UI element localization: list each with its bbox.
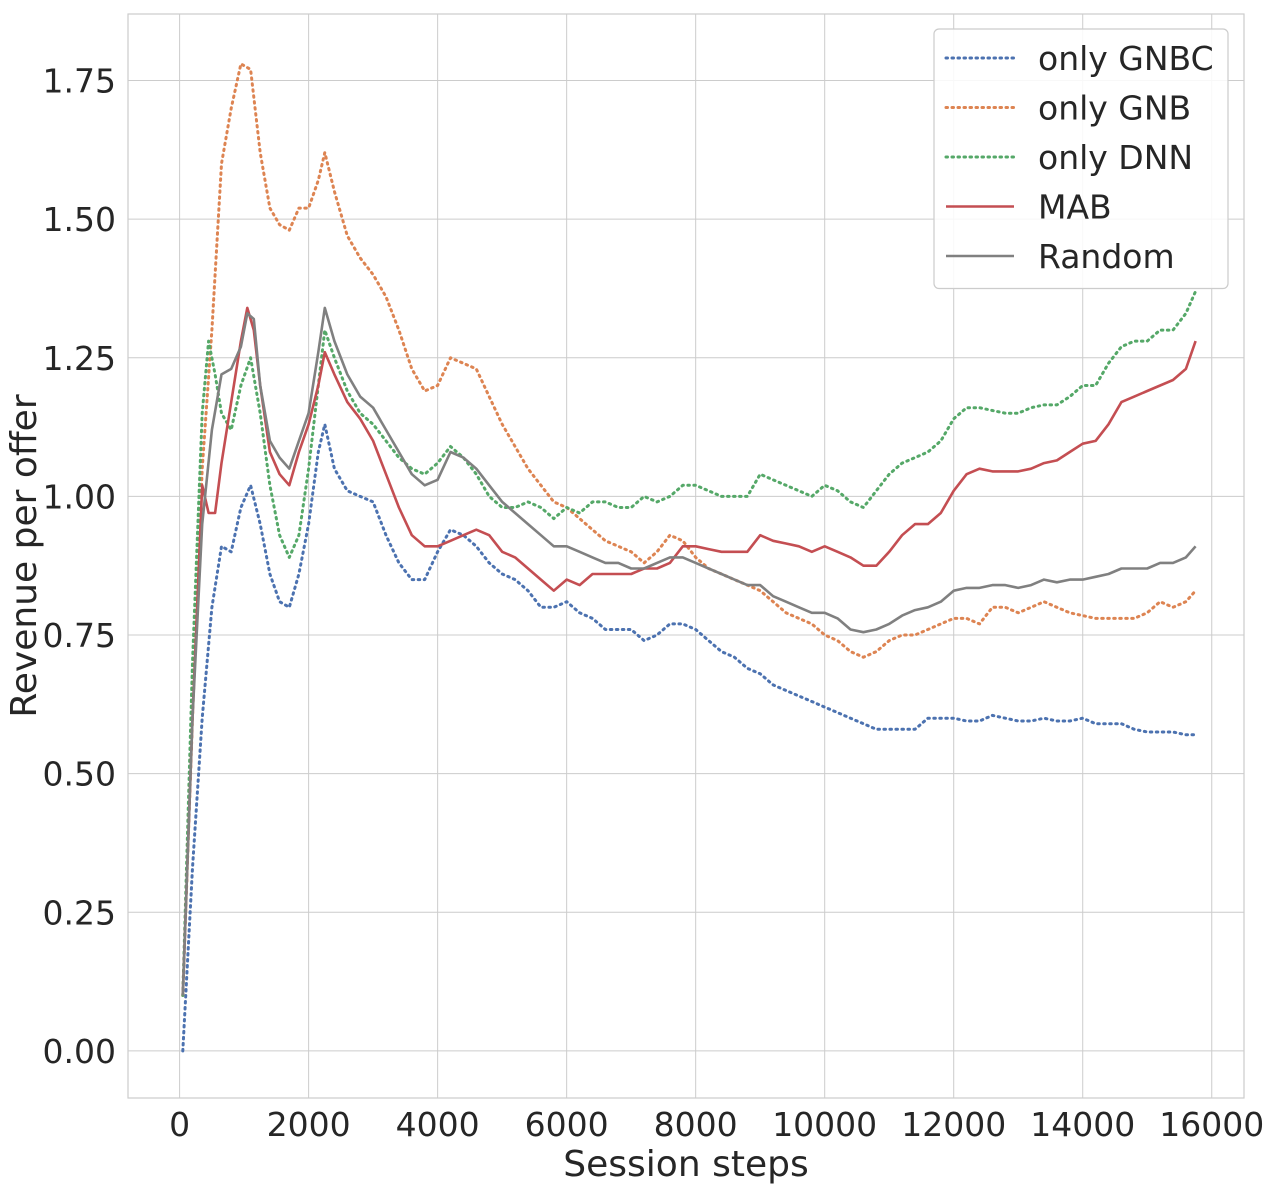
y-tick-label: 0.75 bbox=[43, 616, 116, 655]
y-tick-label: 0.25 bbox=[43, 893, 116, 932]
plot-area-frame bbox=[127, 13, 1245, 1099]
series-lines bbox=[181, 62, 1198, 1053]
x-tick-label: 6000 bbox=[525, 1105, 609, 1144]
x-tick-label: 8000 bbox=[654, 1105, 738, 1144]
legend-label: only GNB bbox=[1038, 89, 1191, 128]
legend-box bbox=[933, 28, 1229, 290]
legend-label: only GNBC bbox=[1038, 39, 1214, 78]
x-tick-label: 14000 bbox=[1030, 1105, 1135, 1144]
series-line-2 bbox=[181, 289, 1198, 997]
x-tick-label: 0 bbox=[169, 1105, 190, 1144]
x-tick-label: 4000 bbox=[396, 1105, 480, 1144]
legend-label: Random bbox=[1038, 237, 1175, 276]
x-tick-label: 16000 bbox=[1159, 1105, 1264, 1144]
legend-label: MAB bbox=[1038, 188, 1112, 227]
y-tick-label: 1.00 bbox=[43, 477, 116, 516]
y-tick-label: 1.50 bbox=[43, 200, 116, 239]
x-axis-label: Session steps bbox=[563, 1144, 808, 1185]
series-line-0 bbox=[181, 422, 1198, 1053]
legend-label: only DNN bbox=[1038, 138, 1193, 177]
x-tick-label: 2000 bbox=[267, 1105, 351, 1144]
series-line-3 bbox=[181, 306, 1197, 996]
y-tick-label: 0.00 bbox=[43, 1032, 116, 1071]
x-tick-label: 10000 bbox=[772, 1105, 877, 1144]
y-axis-ticks: 0.00 0.25 0.50 0.75 1.00 1.25 1.50 1.75 bbox=[43, 62, 116, 1071]
series-line-4 bbox=[181, 306, 1197, 996]
y-tick-label: 0.50 bbox=[43, 755, 116, 794]
y-tick-label: 1.75 bbox=[43, 62, 116, 101]
y-tick-label: 1.25 bbox=[43, 339, 116, 378]
x-axis-ticks: 0 2000 4000 6000 8000 10000 12000 14000 16000 bbox=[169, 1105, 1264, 1144]
legend: only GNBC only GNB only DNN MAB Random bbox=[933, 28, 1229, 290]
x-tick-label: 12000 bbox=[901, 1105, 1006, 1144]
y-axis-label: Revenue per offer bbox=[4, 394, 45, 717]
